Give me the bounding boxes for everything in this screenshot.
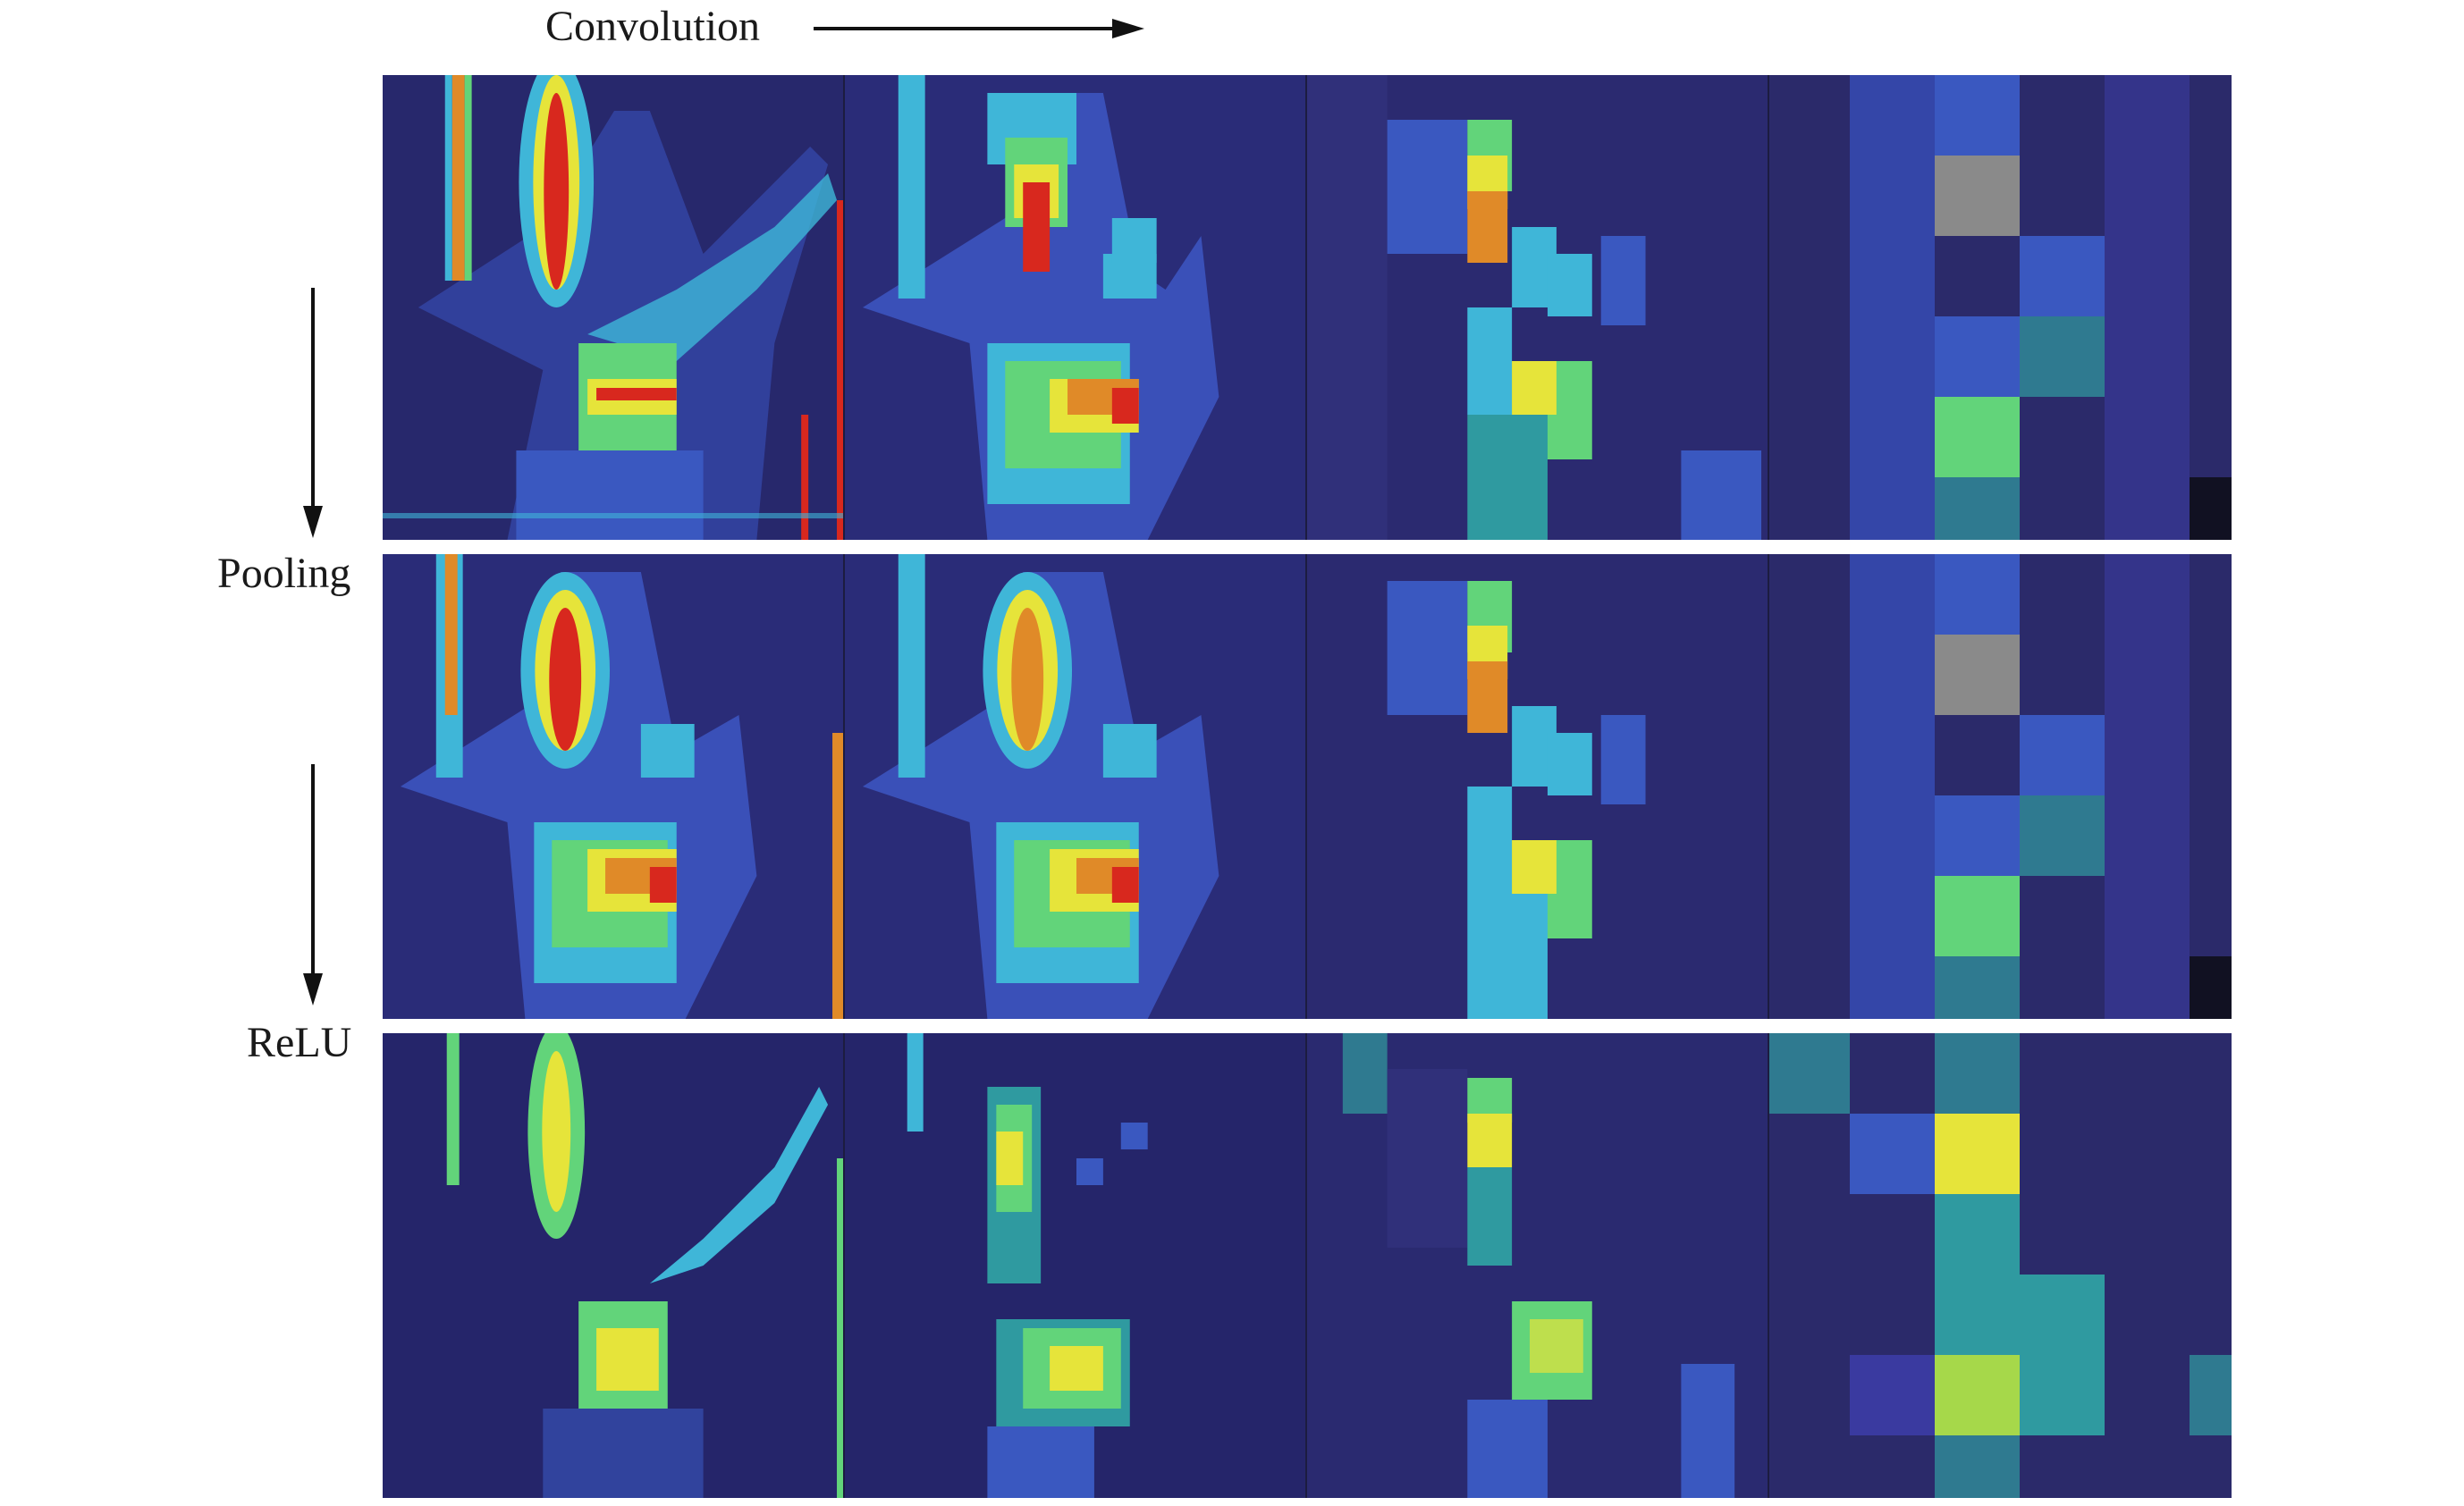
pooling-arrow bbox=[303, 288, 323, 538]
conv-map-2 bbox=[845, 75, 1307, 540]
convolution-label: Convolution bbox=[545, 3, 761, 50]
feature-map-grid bbox=[383, 75, 2232, 1498]
relu-map-1 bbox=[383, 1033, 845, 1498]
relu-row bbox=[383, 1033, 2232, 1498]
relu-label: ReLU bbox=[247, 1019, 352, 1066]
pool-map-1 bbox=[383, 554, 845, 1019]
convolution-arrow bbox=[814, 19, 1144, 38]
pool-map-4 bbox=[1769, 554, 2232, 1019]
conv-map-1 bbox=[383, 75, 845, 540]
conv-map-3 bbox=[1307, 75, 1769, 540]
relu-map-4 bbox=[1769, 1033, 2232, 1498]
pool-map-3 bbox=[1307, 554, 1769, 1019]
relu-map-2 bbox=[845, 1033, 1307, 1498]
pooling-label: Pooling bbox=[217, 550, 351, 597]
pool-map-2 bbox=[845, 554, 1307, 1019]
convolution-row bbox=[383, 75, 2232, 540]
relu-arrow bbox=[303, 764, 323, 1005]
relu-map-3 bbox=[1307, 1033, 1769, 1498]
conv-map-4 bbox=[1769, 75, 2232, 540]
pooling-row bbox=[383, 554, 2232, 1019]
